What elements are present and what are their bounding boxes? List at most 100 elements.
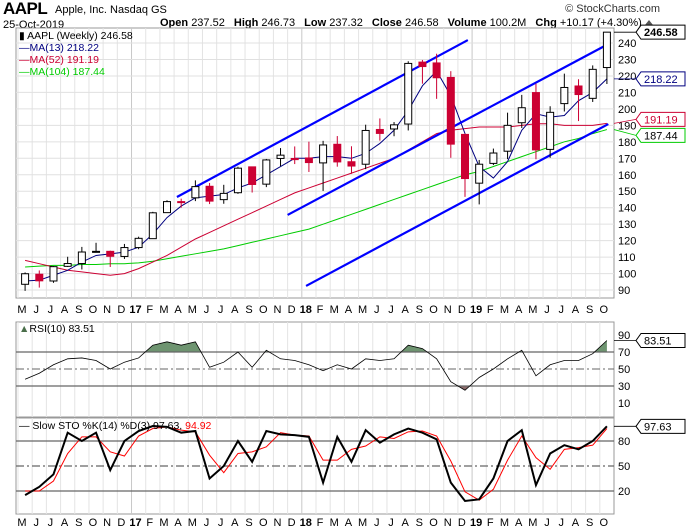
candle-up (262, 159, 271, 185)
month-label: 19 (470, 517, 482, 529)
candle-down (432, 62, 441, 79)
month-label: O (89, 304, 98, 316)
month-label: A (61, 517, 69, 529)
month-label: J (374, 304, 380, 316)
month-label: O (600, 304, 609, 316)
candle-down (333, 143, 342, 163)
candle-up (475, 163, 484, 184)
month-label: O (259, 304, 268, 316)
candle-down (461, 133, 469, 180)
month-label: A (515, 517, 523, 529)
price-tick-label: 180 (618, 137, 636, 149)
month-label: 19 (470, 304, 482, 316)
candle-up (276, 154, 285, 159)
month-label: M (500, 517, 509, 529)
low-label: Low (304, 17, 327, 29)
ma104-value-tag-text: 187.44 (644, 130, 678, 142)
month-label: M (330, 517, 339, 529)
price-tick-label: 120 (618, 236, 636, 248)
close-label: Close (371, 17, 402, 29)
month-label: A (61, 304, 69, 316)
open-value: 237.52 (191, 17, 225, 29)
high-label: High (233, 17, 259, 29)
rsi-value-tag-text: 83.51 (644, 336, 672, 348)
price-value-tag: 246.58 (614, 24, 686, 40)
month-label: J (374, 517, 380, 529)
month-label: J (48, 517, 54, 529)
legend-price-text: AAPL (Weekly) 246.58 (27, 30, 133, 42)
month-label: M (188, 304, 197, 316)
month-label: S (416, 517, 423, 529)
ma13-value-tag-box (635, 71, 686, 87)
price-tick-label: 230 (618, 54, 636, 66)
month-label: S (75, 304, 82, 316)
month-label: N (273, 517, 281, 529)
candle-up (560, 86, 569, 105)
candle-down (177, 201, 186, 204)
rsi-value-tag: 83.51 (614, 333, 686, 349)
sto-legend: — Slow STO %K(14) %D(3) 97.63, 94.92 (19, 420, 212, 432)
month-label: J (388, 304, 394, 316)
high-value: 246.73 (261, 17, 296, 29)
candle-down (248, 166, 257, 185)
price-tick-label: 90 (618, 285, 630, 297)
month-label: A (174, 304, 182, 316)
legend-ma52: —MA(52) 191.19 (19, 54, 99, 66)
month-label: J (388, 517, 394, 529)
month-label: J (218, 304, 224, 316)
volume-value: 100.2M (489, 17, 527, 29)
sto-value-tag: 97.63 (614, 418, 686, 434)
month-label: J (48, 304, 54, 316)
price-tick-label: 210 (618, 87, 636, 99)
rsi-oversold-area (25, 386, 607, 391)
rsi-tick-label: 90 (618, 330, 630, 342)
ma52-value-tag: 191.19 (613, 111, 686, 127)
ma104-value-tag: 187.44 (613, 127, 686, 143)
month-label: N (103, 304, 111, 316)
candle-down (531, 92, 540, 151)
price-value-tag-box (635, 24, 686, 40)
month-label: 17 (129, 304, 141, 316)
month-label: N (444, 304, 452, 316)
month-label: A (401, 304, 409, 316)
ma104-value-tag-box (635, 127, 686, 143)
close-value: 246.58 (404, 17, 439, 29)
month-label: F (146, 304, 153, 316)
copyright-link[interactable]: © StockCharts.com (565, 3, 660, 15)
candle-up (546, 111, 555, 150)
month-label: J (204, 517, 210, 529)
sto-tick-label: 80 (618, 436, 630, 448)
quote-stats: Open 237.52 High 246.73 Low 237.32 Close… (160, 17, 653, 29)
month-label: A (572, 517, 580, 529)
candle-down (418, 61, 427, 68)
ma13-value-tag-text: 218.22 (644, 74, 678, 86)
price-legend: ▮ AAPL (Weekly) 246.58 —MA(13) 218.22 —M… (19, 30, 133, 78)
month-label: A (231, 304, 239, 316)
legend-ma52-text: MA(52) 191.19 (29, 54, 99, 66)
month-label: J (544, 304, 550, 316)
candle-up (120, 247, 129, 257)
month-label: F (317, 517, 324, 529)
ma13-value-tag: 218.22 (614, 71, 686, 87)
month-label: A (345, 304, 353, 316)
candle-up (148, 212, 157, 240)
month-label: A (345, 517, 353, 529)
month-label: F (487, 517, 494, 529)
month-label: J (558, 304, 564, 316)
month-label: O (259, 517, 268, 529)
candle-up (77, 251, 86, 265)
month-label: M (358, 517, 367, 529)
legend-ma104: —MA(104) 187.44 (19, 66, 105, 78)
rsi-tick-label: 50 (618, 364, 630, 376)
candle-down (304, 157, 313, 164)
month-label: S (245, 517, 252, 529)
month-label: O (429, 517, 438, 529)
month-label: J (544, 517, 550, 529)
month-label: D (288, 304, 296, 316)
candle-up (390, 124, 399, 130)
candle-down (205, 185, 214, 202)
up-triangle-icon (644, 20, 653, 25)
low-value: 237.32 (329, 17, 363, 29)
candle-up (361, 129, 370, 165)
